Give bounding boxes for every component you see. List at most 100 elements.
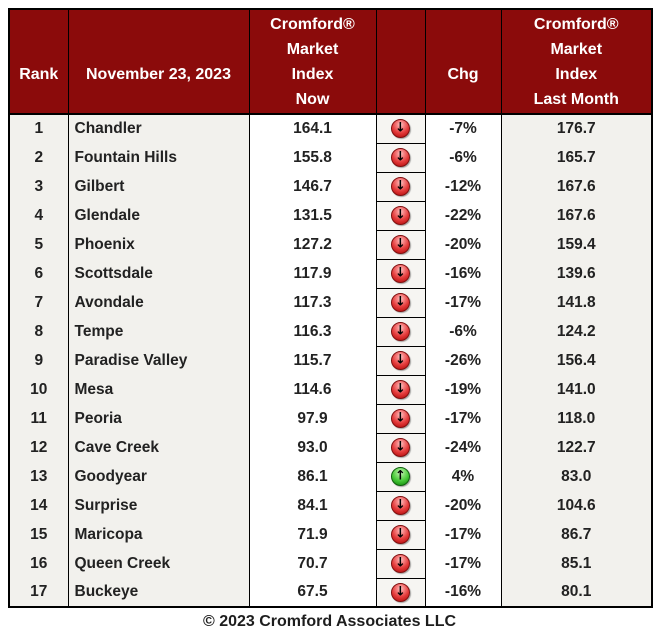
table-row: 2 Fountain Hills 155.8 ↓ -6% 165.7 (8, 142, 653, 173)
rank-cell: 1 (8, 114, 69, 143)
rank-cell: 14 (8, 491, 69, 520)
rank-cell: 17 (8, 578, 69, 607)
index-now-cell: 67.5 (248, 578, 377, 607)
index-last-month-cell: 156.4 (500, 346, 653, 375)
chg-cell: -17% (424, 404, 502, 433)
index-now-cell: 155.8 (248, 143, 377, 172)
index-now-cell: 84.1 (248, 491, 377, 520)
index-last-month-cell: 85.1 (500, 549, 653, 578)
index-now-cell: 116.3 (248, 317, 377, 346)
index-now-cell: 131.5 (248, 201, 377, 230)
index-last-month-cell: 165.7 (500, 143, 653, 172)
city-cell: Avondale (67, 288, 250, 317)
trend-column-header (375, 9, 426, 115)
table-body: 1 Chandler 164.1 ↓ -7% 176.7 2 Fountain … (8, 113, 653, 608)
down-arrow-icon: ↓ (391, 322, 410, 341)
chg-cell: -26% (424, 346, 502, 375)
rank-cell: 15 (8, 520, 69, 549)
chg-cell: -24% (424, 433, 502, 462)
index-now-cell: 71.9 (248, 520, 377, 549)
table-row: 3 Gilbert 146.7 ↓ -12% 167.6 (8, 171, 653, 202)
index-last-month-cell: 159.4 (500, 230, 653, 259)
rank-cell: 12 (8, 433, 69, 462)
trend-icon-cell: ↓ (375, 229, 426, 260)
trend-icon-cell: ↑ (375, 461, 426, 492)
index-now-cell: 115.7 (248, 346, 377, 375)
trend-icon-cell: ↓ (375, 316, 426, 347)
city-cell: Gilbert (67, 172, 250, 201)
table-row: 9 Paradise Valley 115.7 ↓ -26% 156.4 (8, 345, 653, 376)
city-cell: Glendale (67, 201, 250, 230)
down-arrow-icon: ↓ (391, 206, 410, 225)
trend-icon-cell: ↓ (375, 374, 426, 405)
table-row: 12 Cave Creek 93.0 ↓ -24% 122.7 (8, 432, 653, 463)
chg-cell: 4% (424, 462, 502, 491)
header-line: Last Month (533, 90, 619, 108)
rank-cell: 3 (8, 172, 69, 201)
index-last-month-cell: 83.0 (500, 462, 653, 491)
index-now-cell: 86.1 (248, 462, 377, 491)
index-last-month-cell: 139.6 (500, 259, 653, 288)
index-now-cell: 114.6 (248, 375, 377, 404)
index-last-month-cell: 104.6 (500, 491, 653, 520)
header-line: Cromford® (533, 15, 619, 33)
down-arrow-icon: ↓ (391, 525, 410, 544)
chg-cell: -6% (424, 317, 502, 346)
table-row: 13 Goodyear 86.1 ↑ 4% 83.0 (8, 461, 653, 492)
rank-cell: 6 (8, 259, 69, 288)
trend-icon-cell: ↓ (375, 403, 426, 434)
index-last-month-cell: 141.8 (500, 288, 653, 317)
down-arrow-icon: ↓ (391, 582, 410, 602)
city-cell: Queen Creek (67, 549, 250, 578)
trend-icon-cell: ↓ (375, 577, 426, 608)
chg-cell: -20% (424, 491, 502, 520)
down-arrow-icon: ↓ (391, 293, 410, 312)
chg-cell: -16% (424, 578, 502, 607)
index-now-cell: 146.7 (248, 172, 377, 201)
trend-icon-cell: ↓ (375, 113, 426, 144)
index-last-month-cell: 124.2 (500, 317, 653, 346)
index-now-cell: 164.1 (248, 114, 377, 143)
table-row: 17 Buckeye 67.5 ↓ -16% 80.1 (8, 577, 653, 608)
chg-cell: -17% (424, 288, 502, 317)
rank-cell: 7 (8, 288, 69, 317)
trend-icon-cell: ↓ (375, 548, 426, 579)
chg-cell: -17% (424, 520, 502, 549)
header-line: Index (555, 65, 598, 83)
header-line: Now (295, 90, 330, 108)
city-cell: Peoria (67, 404, 250, 433)
city-cell: Chandler (67, 114, 250, 143)
rank-cell: 8 (8, 317, 69, 346)
chg-cell: -22% (424, 201, 502, 230)
index-last-month-column-header: Cromford® Market Index Last Month (500, 9, 653, 115)
down-arrow-icon: ↓ (391, 438, 410, 457)
table-row: 8 Tempe 116.3 ↓ -6% 124.2 (8, 316, 653, 347)
index-last-month-cell: 141.0 (500, 375, 653, 404)
city-cell: Surprise (67, 491, 250, 520)
chg-cell: -6% (424, 143, 502, 172)
index-now-cell: 70.7 (248, 549, 377, 578)
city-cell: Goodyear (67, 462, 250, 491)
rank-cell: 9 (8, 346, 69, 375)
date-column-header: November 23, 2023 (67, 9, 250, 115)
city-cell: Fountain Hills (67, 143, 250, 172)
down-arrow-icon: ↓ (391, 119, 410, 139)
index-now-column-header: Cromford® Market Index Now (248, 9, 377, 115)
down-arrow-icon: ↓ (391, 409, 410, 428)
chg-cell: -7% (424, 114, 502, 143)
trend-icon-cell: ↓ (375, 142, 426, 173)
rank-cell: 13 (8, 462, 69, 491)
copyright-text: © 2023 Cromford Associates LLC (202, 613, 457, 630)
down-arrow-icon: ↓ (391, 351, 410, 370)
table-row: 11 Peoria 97.9 ↓ -17% 118.0 (8, 403, 653, 434)
table-row: 5 Phoenix 127.2 ↓ -20% 159.4 (8, 229, 653, 260)
index-last-month-cell: 176.7 (500, 114, 653, 143)
rank-cell: 2 (8, 143, 69, 172)
down-arrow-icon: ↓ (391, 554, 410, 573)
trend-icon-cell: ↓ (375, 345, 426, 376)
city-cell: Paradise Valley (67, 346, 250, 375)
index-now-cell: 117.3 (248, 288, 377, 317)
rank-cell: 16 (8, 549, 69, 578)
down-arrow-icon: ↓ (391, 235, 410, 254)
